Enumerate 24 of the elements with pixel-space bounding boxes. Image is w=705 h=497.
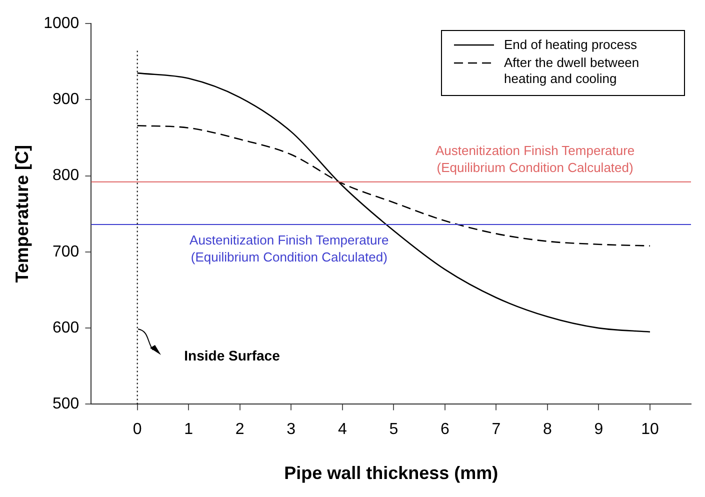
x-axis-title: Pipe wall thickness (mm) [284,463,498,484]
y-axis-title: Temperature [C] [12,145,32,283]
x-tick-label: 5 [389,421,398,438]
ref-line-label: Austenitization Finish Temperature (Equilibrium Condition Calculated) [435,142,635,175]
x-tick-label: 0 [132,421,142,438]
ref-line-label: Austenitization Finish Temperature (Equilibrium Condition Calculated) [190,232,389,265]
x-tick-label: 9 [594,421,604,438]
x-tick-label: 6 [440,421,450,438]
y-tick-label: 500 [52,396,80,413]
x-tick-label: 3 [286,421,296,438]
x-tick-label: 10 [641,421,659,438]
legend-label: End of heating process [504,36,637,53]
x-tick-label: 1 [184,421,194,438]
y-tick-label: 1000 [44,15,80,32]
y-tick-label: 900 [52,91,80,108]
x-tick-label: 4 [338,421,347,438]
x-tick-label: 2 [235,421,244,438]
x-tick-label: 7 [492,421,501,438]
y-tick-label: 600 [52,319,80,336]
y-tick-label: 800 [52,167,80,184]
y-tick-label: 700 [52,243,80,260]
legend-label: After the dwell between heating and cooling [504,54,640,87]
annotation: Inside Surface [184,347,280,364]
x-tick-label: 8 [543,421,552,438]
